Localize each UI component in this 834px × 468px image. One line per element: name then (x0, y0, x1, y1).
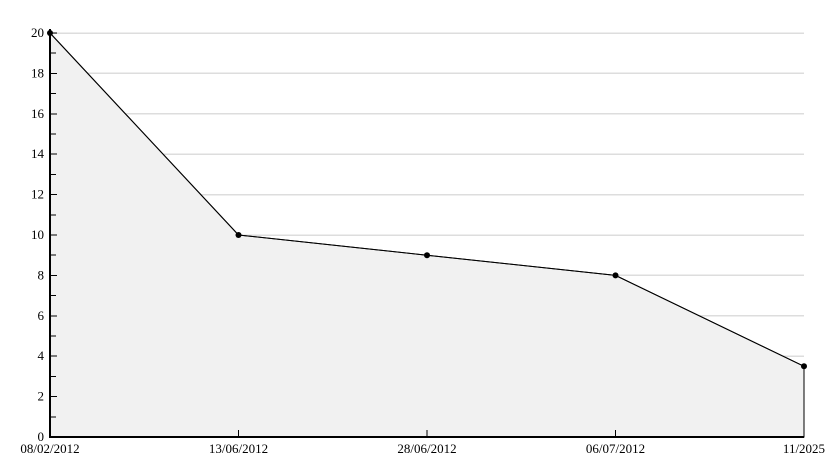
data-point-marker (235, 232, 242, 238)
y-axis-tick-label: 10 (31, 227, 44, 242)
data-point-marker (801, 363, 807, 370)
x-axis-tick-label: 28/06/2012 (397, 441, 456, 456)
y-axis-tick-label: 18 (31, 65, 44, 80)
y-axis-tick-label: 14 (31, 146, 45, 161)
x-axis-tick-label: 08/02/2012 (20, 441, 79, 456)
y-axis-tick-label: 2 (38, 389, 45, 404)
y-axis-tick-label: 8 (38, 267, 45, 282)
data-point-marker (424, 252, 430, 259)
x-axis-tick-label: 11/2025 (783, 441, 825, 456)
data-point-marker (47, 30, 53, 36)
data-point-marker (612, 272, 619, 279)
y-axis-tick-label: 20 (31, 25, 44, 40)
y-axis-tick-label: 4 (38, 348, 45, 363)
y-axis-tick-label: 16 (31, 106, 45, 121)
y-axis-tick-label: 6 (38, 308, 45, 323)
y-axis-tick-label: 0 (38, 429, 45, 444)
x-axis-tick-label: 06/07/2012 (586, 441, 645, 456)
y-axis-tick-label: 12 (31, 187, 44, 202)
x-axis-tick-label: 13/06/2012 (209, 441, 268, 456)
